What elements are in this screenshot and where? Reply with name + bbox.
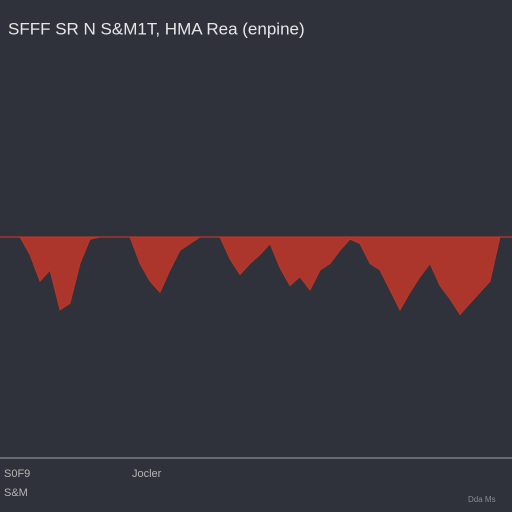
footnote: Dda Ms <box>468 495 496 504</box>
chart-title: SFFF SR N S&M1T, HMA Rea (enpine) <box>8 19 305 38</box>
axis-label: Jocler <box>132 468 162 480</box>
axis-label: S0F9 <box>4 468 30 480</box>
axis-label: S&M <box>4 487 28 499</box>
area <box>0 236 501 316</box>
